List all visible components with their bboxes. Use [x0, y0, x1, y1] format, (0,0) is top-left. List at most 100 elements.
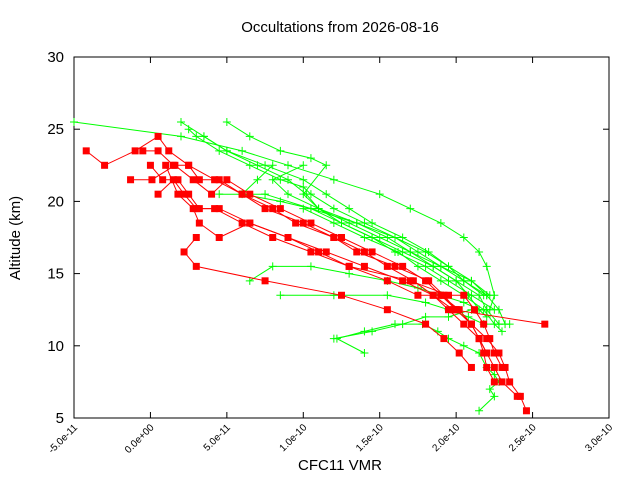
data-point-square: [460, 320, 468, 328]
data-point-square: [460, 291, 468, 299]
data-point-square: [223, 176, 231, 184]
data-point-cross: [306, 190, 315, 199]
data-point-cross: [413, 262, 422, 271]
data-point-square: [483, 349, 491, 357]
x-tick-label: 2.5e-10: [507, 422, 539, 454]
data-point-cross: [360, 327, 369, 336]
data-point-square: [338, 291, 345, 299]
y-axis-label: Altitude (km): [7, 196, 24, 280]
series-line: [165, 165, 545, 325]
green-profile-series: [184, 125, 491, 300]
data-point-cross: [375, 233, 384, 242]
x-tick-label: 2.0e-10: [430, 422, 462, 454]
data-point-cross: [436, 262, 445, 271]
data-point-square: [169, 176, 177, 184]
data-point-square: [470, 306, 478, 314]
data-point-cross: [444, 312, 453, 321]
data-point-cross: [276, 175, 285, 184]
data-point-cross: [184, 125, 193, 134]
y-axis-ticks: 5 10 15 20 25 30: [47, 49, 609, 427]
data-point-square: [445, 291, 452, 299]
series-line: [188, 128, 487, 296]
data-point-cross: [345, 269, 354, 278]
data-point-square: [215, 205, 223, 213]
data-point-cross: [444, 276, 453, 285]
data-point-square: [483, 363, 491, 371]
series-line: [219, 193, 484, 296]
data-point-cross: [70, 117, 78, 126]
data-point-cross: [306, 154, 315, 163]
data-point-square: [383, 262, 391, 270]
data-point-square: [276, 205, 284, 213]
data-point-cross: [192, 132, 201, 141]
data-point-square: [475, 335, 483, 343]
data-point-square: [174, 176, 182, 184]
red-profile-series: [82, 132, 530, 415]
data-point-cross: [222, 117, 231, 126]
data-point-square: [185, 190, 193, 198]
data-point-square: [261, 205, 269, 213]
data-point-square: [480, 320, 488, 328]
data-point-square: [322, 248, 330, 256]
data-point-square: [154, 147, 162, 155]
data-point-square: [490, 378, 498, 386]
red-profile-series: [139, 147, 521, 400]
data-point-square: [467, 320, 475, 328]
data-point-square: [154, 132, 162, 140]
data-point-cross: [360, 349, 369, 358]
data-point-cross: [368, 327, 377, 336]
data-point-cross: [245, 161, 254, 170]
data-point-cross: [459, 276, 468, 285]
data-point-cross: [452, 276, 461, 285]
data-point-square: [292, 219, 300, 227]
data-point-square: [185, 161, 193, 169]
data-point-cross: [421, 262, 430, 271]
data-point-square: [246, 219, 254, 227]
data-point-cross: [391, 233, 399, 242]
data-point-square: [165, 147, 173, 155]
data-point-cross: [394, 247, 403, 256]
data-point-cross: [276, 291, 285, 300]
data-point-square: [455, 349, 463, 357]
data-point-square: [429, 291, 437, 299]
data-point-square: [440, 335, 448, 343]
data-point-cross: [406, 247, 415, 256]
data-point-square: [238, 190, 246, 198]
data-point-square: [159, 176, 167, 184]
data-point-square: [269, 205, 277, 213]
data-point-cross: [482, 262, 491, 271]
data-point-square: [498, 363, 506, 371]
data-point-square: [422, 320, 430, 328]
data-point-square: [192, 262, 200, 270]
data-point-cross: [482, 305, 491, 314]
data-point-square: [338, 234, 345, 241]
plot-frame: [73, 56, 610, 419]
x-tick-label: 1.0e-10: [278, 422, 310, 454]
data-point-cross: [375, 190, 384, 199]
series-line: [130, 164, 495, 383]
data-point-square: [414, 291, 422, 299]
data-point-square: [399, 262, 407, 270]
data-point-cross: [436, 219, 445, 228]
y-tick-label: 20: [47, 193, 64, 210]
data-point-cross: [276, 146, 285, 155]
series-layer: [70, 117, 549, 415]
data-point-square: [211, 205, 219, 213]
y-tick-label: 15: [47, 266, 64, 283]
data-point-cross: [332, 334, 341, 343]
data-point-square: [360, 262, 368, 270]
data-point-cross: [253, 175, 262, 184]
data-point-square: [486, 335, 494, 343]
data-point-square: [269, 234, 277, 241]
data-point-square: [215, 234, 223, 241]
data-point-square: [261, 277, 269, 285]
data-point-cross: [337, 219, 346, 228]
data-point-cross: [238, 146, 247, 155]
data-point-cross: [368, 219, 377, 228]
data-point-square: [146, 161, 154, 169]
series-line: [157, 178, 488, 354]
data-point-square: [101, 161, 109, 169]
data-point-square: [467, 363, 475, 371]
data-point-cross: [436, 276, 445, 285]
data-point-cross: [306, 204, 315, 213]
